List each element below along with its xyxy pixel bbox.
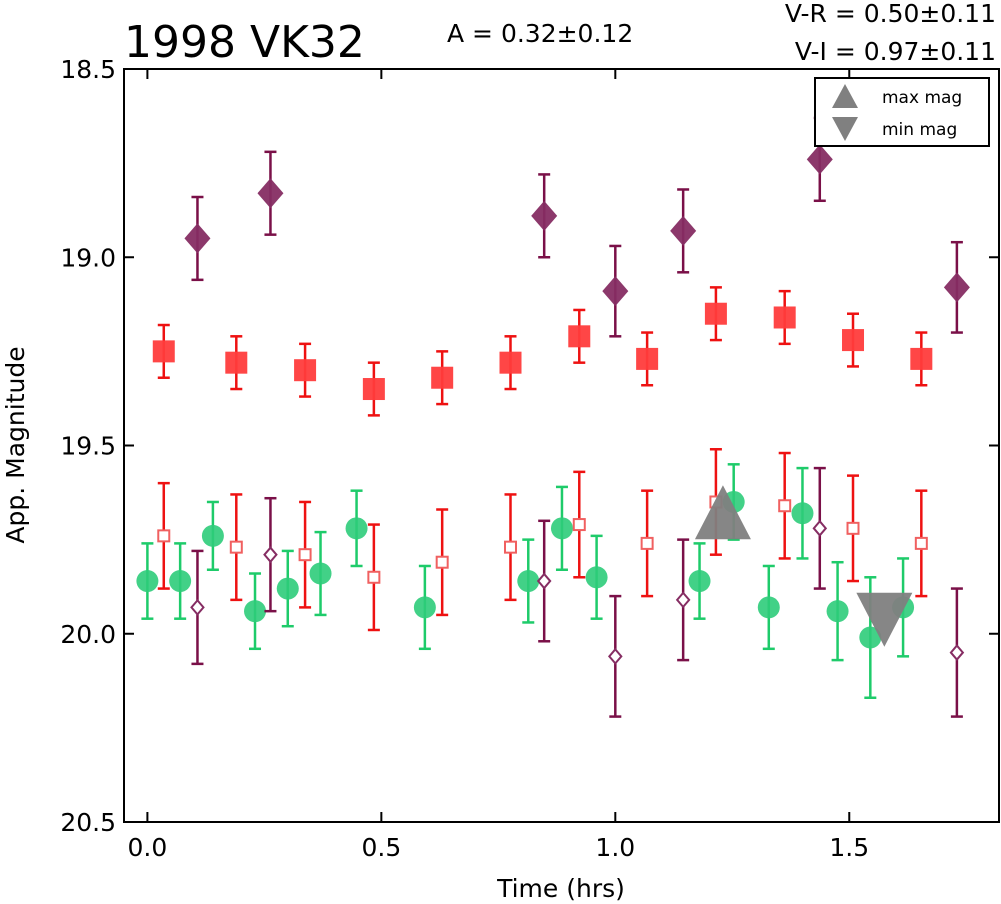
square-filled-point xyxy=(568,325,591,348)
square-open-point xyxy=(778,499,792,513)
series-0 xyxy=(184,116,970,338)
diamond-open-point xyxy=(607,647,623,665)
x-tick-label: 1.5 xyxy=(829,833,869,862)
circle-filled-point xyxy=(517,570,540,593)
square-filled-point xyxy=(362,378,385,401)
legend-min-mag-label: min mag xyxy=(882,120,957,140)
square-filled-point xyxy=(636,347,659,370)
circle-filled-point xyxy=(757,596,780,619)
square-filled-point xyxy=(910,347,933,370)
circle-filled-point xyxy=(413,596,436,619)
series-2 xyxy=(136,463,915,700)
circle-filled-point xyxy=(585,566,608,589)
diamond-filled-point xyxy=(670,215,697,246)
circle-filled-point xyxy=(276,577,299,600)
diamond-open-point xyxy=(263,546,278,564)
square-filled-point xyxy=(431,366,454,389)
x-axis-label: Time (hrs) xyxy=(496,874,625,903)
circle-filled-point xyxy=(826,600,849,623)
square-open-point xyxy=(572,518,586,532)
y-axis-label: App. Magnitude xyxy=(1,346,30,543)
diamond-open-point xyxy=(812,519,828,537)
series-1 xyxy=(152,286,933,417)
square-open-point xyxy=(914,536,928,550)
square-filled-point xyxy=(704,302,727,325)
series-3 xyxy=(157,448,928,632)
x-tick-label: 1.0 xyxy=(595,833,635,862)
diamond-open-point xyxy=(190,598,205,616)
x-tick-label: 0.5 xyxy=(361,833,401,862)
square-open-point xyxy=(367,570,381,584)
square-open-point xyxy=(298,548,312,562)
diamond-filled-point xyxy=(602,276,629,307)
circle-filled-point xyxy=(550,517,573,540)
y-tick-label: 20.5 xyxy=(60,808,116,837)
square-filled-point xyxy=(294,359,317,382)
plot-frame xyxy=(123,68,1000,823)
circle-filled-point xyxy=(136,570,159,593)
square-filled-point xyxy=(499,351,522,374)
square-filled-point xyxy=(152,340,175,363)
diamond-filled-point xyxy=(257,178,284,209)
series-4 xyxy=(190,466,965,718)
square-open-point xyxy=(229,540,243,554)
y-tick-label: 19.0 xyxy=(60,243,116,272)
min-mag-marker xyxy=(856,592,913,647)
v-minus-r-annotation: V-R = 0.50±0.11 xyxy=(785,0,996,28)
diamond-filled-point xyxy=(806,144,833,175)
diamond-open-point xyxy=(536,572,552,590)
diamond-filled-point xyxy=(943,272,970,303)
diamond-filled-point xyxy=(184,223,211,254)
square-open-point xyxy=(435,555,449,569)
square-open-point xyxy=(640,536,654,550)
amplitude-annotation: A = 0.32±0.12 xyxy=(447,19,633,48)
square-filled-point xyxy=(773,306,796,329)
circle-filled-point xyxy=(345,517,368,540)
legend-max-mag-label: max mag xyxy=(882,88,962,108)
circle-filled-point xyxy=(859,626,882,649)
diamond-filled-point xyxy=(531,200,558,231)
circle-filled-point xyxy=(688,570,711,593)
circle-filled-point xyxy=(244,600,267,623)
legend-box xyxy=(814,77,990,147)
square-open-point xyxy=(846,521,860,535)
y-tick-label: 19.5 xyxy=(60,432,116,461)
square-filled-point xyxy=(842,329,865,352)
circle-filled-point xyxy=(169,570,192,593)
chart-title: 1998 VK32 xyxy=(124,17,365,68)
legend: max mag min mag xyxy=(814,77,990,147)
legend-min-mag-marker xyxy=(832,117,858,141)
square-open-point xyxy=(157,529,171,543)
y-tick-label: 18.5 xyxy=(60,55,116,84)
diamond-open-point xyxy=(949,644,965,662)
y-tick-label: 20.0 xyxy=(60,620,116,649)
square-open-point xyxy=(503,540,517,554)
circle-filled-point xyxy=(201,524,224,547)
circle-filled-point xyxy=(309,562,332,585)
max-mag-marker xyxy=(694,485,751,540)
square-filled-point xyxy=(225,351,248,374)
legend-max-mag-marker xyxy=(832,84,858,108)
x-tick-label: 0.0 xyxy=(128,833,168,862)
diamond-open-point xyxy=(675,591,691,609)
circle-filled-point xyxy=(791,502,814,525)
v-minus-i-annotation: V-I = 0.97±0.11 xyxy=(795,37,996,66)
